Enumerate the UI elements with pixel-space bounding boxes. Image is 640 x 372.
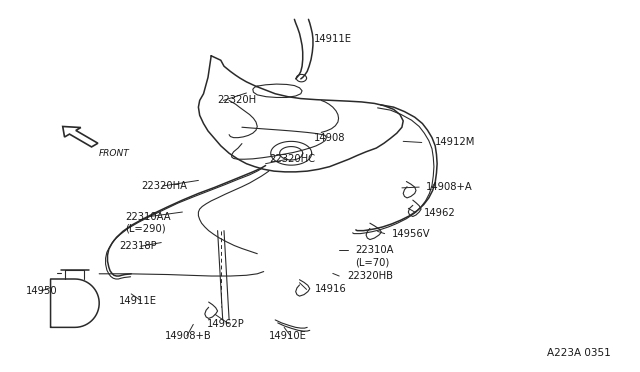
Text: 14912M: 14912M	[435, 138, 476, 147]
Text: 22320H: 22320H	[218, 96, 257, 105]
Text: 22318P: 22318P	[119, 241, 157, 251]
Text: 14950: 14950	[26, 286, 57, 296]
Text: 22310A: 22310A	[355, 245, 394, 255]
Text: 14962P: 14962P	[207, 319, 244, 328]
Text: A223A 0351: A223A 0351	[547, 348, 611, 358]
Text: 22320HA: 22320HA	[141, 181, 187, 191]
Text: 14916: 14916	[315, 285, 347, 294]
Text: 22320HB: 22320HB	[348, 271, 394, 281]
Text: FRONT: FRONT	[99, 149, 130, 158]
Text: 14908+A: 14908+A	[426, 182, 472, 192]
Text: 14911E: 14911E	[314, 34, 351, 44]
Text: (L=70): (L=70)	[355, 257, 390, 267]
Text: 14908: 14908	[314, 133, 345, 142]
Text: 14956V: 14956V	[392, 229, 431, 238]
Text: 22320HC: 22320HC	[269, 154, 315, 164]
Text: 14910E: 14910E	[269, 331, 307, 341]
Text: 22310AA: 22310AA	[125, 212, 171, 221]
Text: (L=290): (L=290)	[125, 224, 166, 234]
Text: 14962: 14962	[424, 208, 456, 218]
Text: 14908+B: 14908+B	[165, 331, 212, 341]
Text: 14911E: 14911E	[119, 296, 157, 305]
